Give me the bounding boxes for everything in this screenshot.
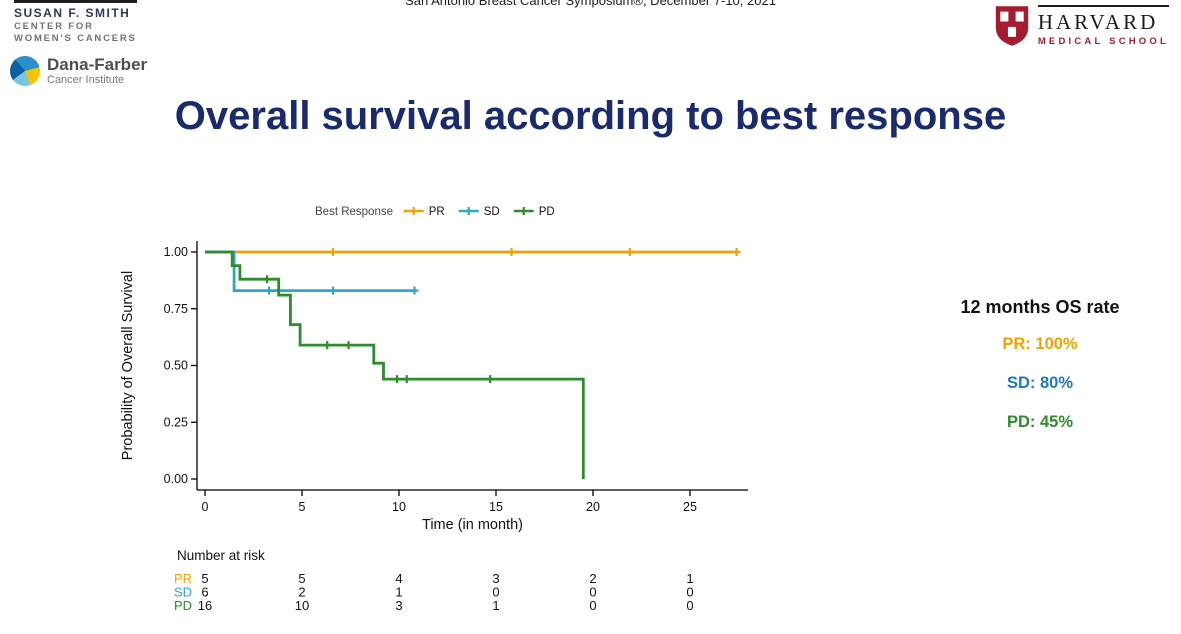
os-rate-pr: PR: 100%: [1002, 335, 1078, 353]
risk-value: 6: [201, 585, 208, 600]
y-tick-label: 0.75: [164, 302, 188, 316]
os-rate-annotation: 12 months OS rate PR: 100% SD: 80% PD: 45%: [942, 297, 1138, 452]
risk-value: 3: [395, 598, 402, 613]
susan-smith-line3: WOMEN'S CANCERS: [14, 33, 137, 44]
x-axis-title: Time (in month): [422, 517, 523, 533]
dana-farber-text: Dana-Farber Cancer Institute: [47, 56, 147, 86]
dana-farber-logo: Dana-Farber Cancer Institute: [10, 56, 147, 86]
risk-value: 2: [589, 571, 596, 586]
legend-title: Best Response: [315, 206, 393, 218]
risk-value: 0: [589, 598, 596, 613]
harvard-sub: MEDICAL SCHOOL: [1037, 36, 1169, 47]
risk-value: 2: [298, 585, 305, 600]
risk-value: 1: [395, 585, 402, 600]
os-rate-pd: PD: 45%: [1006, 413, 1074, 431]
x-tick-label: 15: [489, 500, 503, 514]
risk-value: 0: [589, 585, 596, 600]
y-tick-label: 0.25: [164, 415, 188, 429]
risk-value: 4: [395, 571, 402, 586]
risk-value: 0: [686, 598, 693, 613]
y-axis-title: Probability of Overall Survival: [120, 271, 136, 460]
dana-farber-name: Dana-Farber: [47, 55, 148, 75]
km-curve-SD: [205, 250, 415, 292]
risk-value: 10: [295, 598, 309, 613]
harvard-logo: HARVARD MEDICAL SCHOOL: [994, 5, 1169, 47]
conference-header: San Antonio Breast Cancer Symposium®, De…: [405, 0, 776, 8]
susan-smith-line1: SUSAN F. SMITH: [14, 6, 131, 20]
harvard-shield-icon: [995, 6, 1029, 46]
os-rate-items: PR: 100% SD: 80% PD: 45%: [942, 335, 1138, 432]
km-curve-PD: [205, 250, 585, 479]
y-tick-label: 0.50: [164, 359, 188, 373]
risk-value: 16: [198, 598, 212, 613]
risk-value: 1: [492, 598, 499, 613]
risk-value: 3: [492, 571, 499, 586]
x-tick-label: 5: [299, 500, 306, 514]
legend-label-PR: PR: [429, 206, 445, 218]
risk-value: 5: [201, 571, 208, 586]
risk-value: 0: [686, 585, 693, 600]
os-rate-heading: 12 months OS rate: [960, 297, 1120, 317]
susan-smith-line2: CENTER FOR: [14, 21, 94, 32]
y-tick-label: 1.00: [164, 245, 188, 259]
dana-farber-pinwheel-icon: [10, 56, 40, 86]
x-tick-label: 10: [392, 500, 406, 514]
risk-table-title: Number at risk: [177, 548, 265, 563]
susan-smith-logo: SUSAN F. SMITH CENTER FOR WOMEN'S CANCER…: [14, 0, 137, 44]
legend-label-PD: PD: [539, 206, 555, 218]
risk-value: 0: [492, 585, 499, 600]
x-tick-label: 0: [202, 500, 209, 514]
risk-value: 1: [686, 571, 693, 586]
dana-farber-sub: Cancer Institute: [47, 73, 125, 86]
x-tick-label: 20: [586, 500, 600, 514]
risk-row-label-SD: SD: [174, 585, 192, 600]
legend-label-SD: SD: [484, 206, 500, 218]
harvard-text: HARVARD MEDICAL SCHOOL: [1037, 5, 1169, 47]
os-rate-sd: SD: 80%: [1006, 374, 1074, 392]
harvard-name: HARVARD: [1037, 10, 1159, 34]
risk-row-label-PD: PD: [174, 598, 192, 613]
slide-title: Overall survival according to best respo…: [174, 94, 1007, 138]
x-tick-label: 25: [683, 500, 697, 514]
y-tick-label: 0.00: [164, 472, 188, 486]
risk-row-label-PR: PR: [174, 571, 192, 586]
risk-value: 5: [298, 571, 305, 586]
